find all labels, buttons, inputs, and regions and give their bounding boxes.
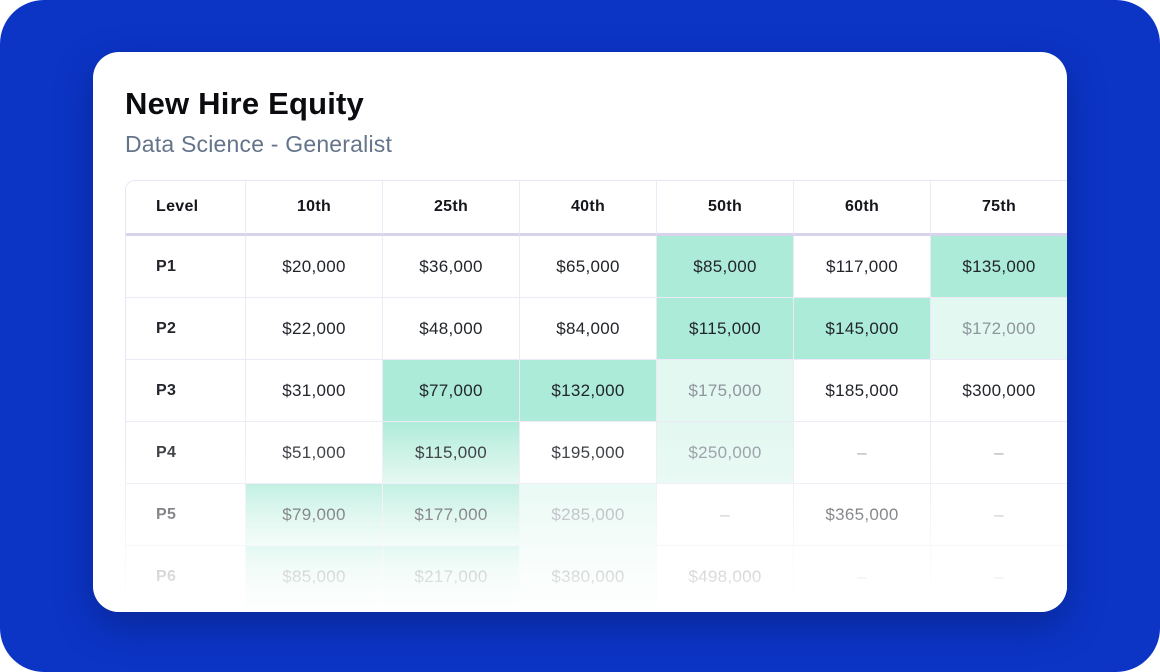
table-cell: $77,000 — [383, 360, 520, 422]
table-cell: $132,000 — [520, 360, 657, 422]
row-level-p6: P6 — [126, 546, 246, 608]
column-header-75th: 75th — [931, 181, 1067, 236]
table-cell: $36,000 — [383, 236, 520, 298]
column-header-40th: 40th — [520, 181, 657, 236]
table-cell: $380,000 — [520, 546, 657, 608]
table-cell: $117,000 — [794, 236, 931, 298]
column-header-level: Level — [126, 181, 246, 236]
table-cell: $175,000 — [657, 360, 794, 422]
table-cell: $498,000 — [657, 546, 794, 608]
table-cell: – — [931, 546, 1067, 608]
table-cell: $31,000 — [246, 360, 383, 422]
table-cell: $51,000 — [246, 422, 383, 484]
table-cell: $250,000 — [657, 422, 794, 484]
table-cell: $135,000 — [931, 236, 1067, 298]
equity-table: Level 10th 25th 40th 50th 60th 75th P1 $20,000 $3… — [125, 180, 1067, 608]
table-cell: $65,000 — [520, 236, 657, 298]
table-cell: $84,000 — [520, 298, 657, 360]
table-cell: $115,000 — [383, 422, 520, 484]
column-header-50th: 50th — [657, 181, 794, 236]
equity-card: New Hire Equity Data Science - Generalis… — [93, 52, 1067, 612]
card-header: New Hire Equity Data Science - Generalis… — [93, 52, 1067, 158]
table-cell: $145,000 — [794, 298, 931, 360]
table-cell: $85,000 — [657, 236, 794, 298]
row-level-p1: P1 — [126, 236, 246, 298]
table-cell: $22,000 — [246, 298, 383, 360]
table-cell: $285,000 — [520, 484, 657, 546]
equity-table-wrap: Level 10th 25th 40th 50th 60th 75th P1 $20,000 $3… — [125, 180, 1067, 608]
table-cell: $48,000 — [383, 298, 520, 360]
table-cell: $177,000 — [383, 484, 520, 546]
table-cell: $300,000 — [931, 360, 1067, 422]
table-cell: $195,000 — [520, 422, 657, 484]
row-level-p5: P5 — [126, 484, 246, 546]
table-cell: $365,000 — [794, 484, 931, 546]
row-level-p2: P2 — [126, 298, 246, 360]
table-cell: $85,000 — [246, 546, 383, 608]
page-subtitle: Data Science - Generalist — [125, 131, 393, 157]
table-cell: $115,000 — [657, 298, 794, 360]
table-cell: $185,000 — [794, 360, 931, 422]
column-header-25th: 25th — [383, 181, 520, 236]
table-cell: $172,000 — [931, 298, 1067, 360]
row-level-p4: P4 — [126, 422, 246, 484]
table-cell: – — [794, 422, 931, 484]
column-header-60th: 60th — [794, 181, 931, 236]
table-cell: – — [794, 546, 931, 608]
table-cell: $20,000 — [246, 236, 383, 298]
table-cell: – — [931, 484, 1067, 546]
page-title: New Hire Equity — [125, 86, 364, 121]
table-cell: – — [657, 484, 794, 546]
table-cell: – — [931, 422, 1067, 484]
table-cell: $79,000 — [246, 484, 383, 546]
column-header-10th: 10th — [246, 181, 383, 236]
table-cell: $217,000 — [383, 546, 520, 608]
row-level-p3: P3 — [126, 360, 246, 422]
